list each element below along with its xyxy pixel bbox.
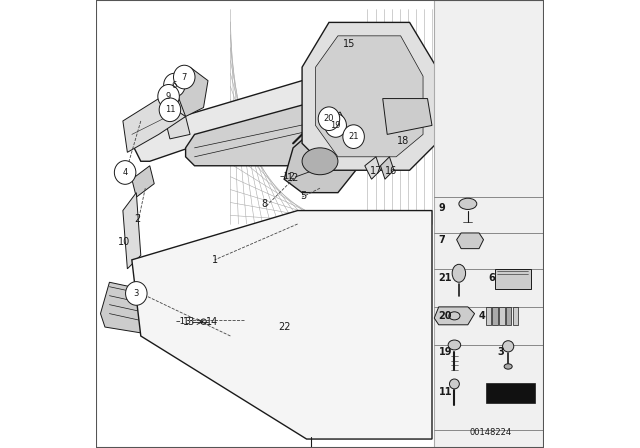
Ellipse shape (125, 282, 147, 305)
Polygon shape (457, 233, 484, 249)
Polygon shape (493, 307, 498, 325)
Ellipse shape (318, 107, 340, 130)
Ellipse shape (448, 340, 461, 350)
Text: 15: 15 (343, 39, 355, 49)
Text: 18: 18 (397, 136, 409, 146)
Ellipse shape (325, 114, 346, 137)
Text: 11: 11 (439, 387, 452, 397)
Text: 13: 13 (183, 317, 195, 327)
Text: 9: 9 (439, 203, 445, 213)
Text: 11: 11 (164, 105, 175, 114)
Text: 7: 7 (182, 73, 187, 82)
Polygon shape (513, 307, 518, 325)
Text: 21: 21 (439, 273, 452, 283)
Text: 20: 20 (324, 114, 334, 123)
Ellipse shape (343, 125, 364, 148)
Polygon shape (96, 0, 436, 448)
Polygon shape (486, 307, 491, 325)
Polygon shape (435, 0, 544, 448)
Ellipse shape (335, 123, 345, 133)
Polygon shape (186, 94, 351, 166)
Ellipse shape (173, 65, 195, 89)
Polygon shape (486, 383, 535, 403)
Polygon shape (435, 307, 475, 325)
Text: 9: 9 (166, 92, 172, 101)
Polygon shape (100, 282, 307, 358)
Text: 22: 22 (278, 322, 291, 332)
Polygon shape (96, 0, 544, 448)
Text: 2: 2 (134, 214, 140, 224)
Ellipse shape (158, 85, 179, 108)
Text: 10: 10 (118, 237, 130, 247)
Text: 3: 3 (497, 347, 504, 357)
Text: 3: 3 (134, 289, 139, 298)
Polygon shape (165, 99, 184, 121)
Polygon shape (132, 166, 154, 197)
Ellipse shape (164, 73, 185, 97)
Text: –13: –13 (175, 317, 191, 326)
Polygon shape (165, 116, 190, 139)
Ellipse shape (349, 134, 358, 144)
Text: 1: 1 (212, 255, 218, 265)
Polygon shape (332, 112, 345, 125)
Text: 16: 16 (385, 166, 397, 176)
Text: 14: 14 (205, 317, 218, 327)
Polygon shape (123, 99, 186, 152)
Polygon shape (383, 99, 432, 134)
Text: –12: –12 (280, 172, 296, 181)
Polygon shape (380, 157, 394, 179)
Text: 19: 19 (330, 121, 341, 130)
Polygon shape (132, 81, 320, 161)
Ellipse shape (452, 264, 466, 282)
Ellipse shape (302, 148, 338, 175)
Polygon shape (302, 22, 436, 170)
Text: 19: 19 (439, 347, 452, 357)
Polygon shape (284, 116, 356, 193)
Polygon shape (177, 67, 208, 116)
Ellipse shape (449, 379, 460, 389)
Text: 7: 7 (439, 235, 445, 245)
Text: 00148224: 00148224 (469, 428, 511, 437)
Polygon shape (495, 269, 531, 289)
Text: 12: 12 (287, 173, 300, 183)
Polygon shape (499, 307, 504, 325)
Text: 5: 5 (300, 191, 306, 201)
Text: 4: 4 (479, 311, 486, 321)
Polygon shape (165, 85, 190, 121)
Text: 4: 4 (122, 168, 128, 177)
Text: 21: 21 (348, 132, 359, 141)
Ellipse shape (502, 341, 514, 352)
Ellipse shape (115, 161, 136, 184)
Text: 17: 17 (370, 166, 382, 176)
Ellipse shape (504, 364, 512, 369)
Text: 8: 8 (261, 199, 267, 209)
Polygon shape (316, 36, 423, 157)
Polygon shape (123, 193, 141, 269)
Polygon shape (365, 157, 380, 179)
Text: 6: 6 (172, 81, 177, 90)
Text: 20: 20 (439, 311, 452, 321)
Polygon shape (132, 211, 432, 439)
Polygon shape (506, 307, 511, 325)
Ellipse shape (159, 98, 180, 121)
Ellipse shape (459, 198, 477, 210)
Text: 6: 6 (488, 273, 495, 283)
